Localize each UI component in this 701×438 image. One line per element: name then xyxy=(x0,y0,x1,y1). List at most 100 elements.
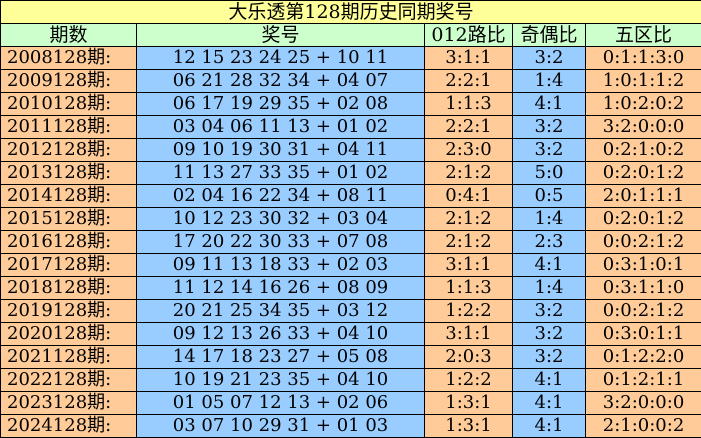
zone-ratio-cell: 0:3:0:1:1 xyxy=(584,322,701,346)
road-ratio-cell: 1:3:1 xyxy=(424,414,513,438)
zone-ratio-cell: 0:2:1:0:2 xyxy=(584,138,701,162)
road-ratio-cell: 2:0:3 xyxy=(424,345,513,369)
table-row: 2013128期: 11 13 27 33 35 + 01 02 2:1:2 5:0 0… xyxy=(0,161,701,185)
zone-ratio-cell: 0:0:2:1:2 xyxy=(584,230,701,254)
header-012-ratio: 012路比 xyxy=(424,23,513,47)
zone-ratio-cell: 0:2:0:1:2 xyxy=(584,207,701,231)
period-cell: 2024128期: xyxy=(0,414,137,438)
odd-even-cell: 4:1 xyxy=(512,414,586,438)
period-cell: 2021128期: xyxy=(0,345,137,369)
numbers-cell: 06 21 28 32 34 + 04 07 xyxy=(136,69,425,93)
table-row: 2018128期: 11 12 14 16 26 + 08 09 1:1:3 1:4 0… xyxy=(0,276,701,300)
table-row: 2010128期: 06 17 19 29 35 + 02 08 1:1:3 4:1 1… xyxy=(0,92,701,116)
period-cell: 2022128期: xyxy=(0,368,137,392)
period-cell: 2019128期: xyxy=(0,299,137,323)
road-ratio-cell: 2:1:2 xyxy=(424,230,513,254)
table-row: 2023128期: 01 05 07 12 13 + 02 06 1:3:1 4:1 3… xyxy=(0,391,701,415)
table-row: 2011128期: 03 04 06 11 13 + 01 02 2:2:1 3:2 3… xyxy=(0,115,701,139)
period-cell: 2023128期: xyxy=(0,391,137,415)
period-cell: 2009128期: xyxy=(0,69,137,93)
table-row: 2008128期: 12 15 23 24 25 + 10 11 3:1:1 3:2 0… xyxy=(0,46,701,70)
numbers-cell: 03 04 06 11 13 + 01 02 xyxy=(136,115,425,139)
table-row: 2015128期: 10 12 23 30 32 + 03 04 2:1:2 1:4 0… xyxy=(0,207,701,231)
numbers-cell: 02 04 16 22 34 + 08 11 xyxy=(136,184,425,208)
table-row: 2021128期: 14 17 18 23 27 + 05 08 2:0:3 3:2 0… xyxy=(0,345,701,369)
odd-even-cell: 3:2 xyxy=(512,299,586,323)
table-row: 2014128期: 02 04 16 22 34 + 08 11 0:4:1 0:5 2… xyxy=(0,184,701,208)
period-cell: 2015128期: xyxy=(0,207,137,231)
odd-even-cell: 3:2 xyxy=(512,345,586,369)
zone-ratio-cell: 0:3:1:1:0 xyxy=(584,276,701,300)
table-row: 2019128期: 20 21 25 34 35 + 03 12 1:2:2 3:2 0… xyxy=(0,299,701,323)
road-ratio-cell: 1:2:2 xyxy=(424,368,513,392)
road-ratio-cell: 3:1:1 xyxy=(424,46,513,70)
table-row: 2020128期: 09 12 13 26 33 + 04 10 3:1:1 3:2 0… xyxy=(0,322,701,346)
odd-even-cell: 4:1 xyxy=(512,368,586,392)
table-title: 大乐透第128期历史同期奖号 xyxy=(0,0,701,24)
road-ratio-cell: 2:1:2 xyxy=(424,161,513,185)
road-ratio-cell: 1:2:2 xyxy=(424,299,513,323)
numbers-cell: 10 19 21 23 35 + 04 10 xyxy=(136,368,425,392)
road-ratio-cell: 1:1:3 xyxy=(424,276,513,300)
numbers-cell: 03 07 10 29 31 + 01 03 xyxy=(136,414,425,438)
zone-ratio-cell: 1:0:1:1:2 xyxy=(584,69,701,93)
zone-ratio-cell: 1:0:2:0:2 xyxy=(584,92,701,116)
odd-even-cell: 4:1 xyxy=(512,92,586,116)
zone-ratio-cell: 0:1:2:1:1 xyxy=(584,368,701,392)
header-period: 期数 xyxy=(0,23,137,47)
header-row: 期数 奖号 012路比 奇偶比 五区比 xyxy=(0,23,701,47)
odd-even-cell: 4:1 xyxy=(512,391,586,415)
numbers-cell: 17 20 22 30 33 + 07 08 xyxy=(136,230,425,254)
period-cell: 2012128期: xyxy=(0,138,137,162)
table-row: 2009128期: 06 21 28 32 34 + 04 07 2:2:1 1:4 1… xyxy=(0,69,701,93)
zone-ratio-cell: 0:0:2:1:2 xyxy=(584,299,701,323)
numbers-cell: 20 21 25 34 35 + 03 12 xyxy=(136,299,425,323)
period-cell: 2013128期: xyxy=(0,161,137,185)
road-ratio-cell: 2:2:1 xyxy=(424,115,513,139)
odd-even-cell: 5:0 xyxy=(512,161,586,185)
period-cell: 2017128期: xyxy=(0,253,137,277)
table-row: 2024128期: 03 07 10 29 31 + 01 03 1:3:1 4:1 2… xyxy=(0,414,701,438)
road-ratio-cell: 2:3:0 xyxy=(424,138,513,162)
odd-even-cell: 1:4 xyxy=(512,207,586,231)
road-ratio-cell: 3:1:1 xyxy=(424,253,513,277)
zone-ratio-cell: 0:1:1:3:0 xyxy=(584,46,701,70)
odd-even-cell: 1:4 xyxy=(512,276,586,300)
zone-ratio-cell: 3:2:0:0:0 xyxy=(584,391,701,415)
header-odd-even-ratio: 奇偶比 xyxy=(512,23,586,47)
table-row: 2012128期: 09 10 19 30 31 + 04 11 2:3:0 3:2 0… xyxy=(0,138,701,162)
odd-even-cell: 3:2 xyxy=(512,322,586,346)
road-ratio-cell: 0:4:1 xyxy=(424,184,513,208)
period-cell: 2018128期: xyxy=(0,276,137,300)
numbers-cell: 14 17 18 23 27 + 05 08 xyxy=(136,345,425,369)
odd-even-cell: 3:2 xyxy=(512,115,586,139)
road-ratio-cell: 1:3:1 xyxy=(424,391,513,415)
header-numbers: 奖号 xyxy=(136,23,425,47)
zone-ratio-cell: 0:2:0:1:2 xyxy=(584,161,701,185)
road-ratio-cell: 1:1:3 xyxy=(424,92,513,116)
period-cell: 2008128期: xyxy=(0,46,137,70)
odd-even-cell: 3:2 xyxy=(512,46,586,70)
road-ratio-cell: 2:2:1 xyxy=(424,69,513,93)
numbers-cell: 01 05 07 12 13 + 02 06 xyxy=(136,391,425,415)
period-cell: 2020128期: xyxy=(0,322,137,346)
period-cell: 2014128期: xyxy=(0,184,137,208)
odd-even-cell: 4:1 xyxy=(512,253,586,277)
table-row: 2017128期: 09 11 13 18 33 + 02 03 3:1:1 4:1 0… xyxy=(0,253,701,277)
numbers-cell: 09 11 13 18 33 + 02 03 xyxy=(136,253,425,277)
odd-even-cell: 0:5 xyxy=(512,184,586,208)
zone-ratio-cell: 0:1:2:2:0 xyxy=(584,345,701,369)
zone-ratio-cell: 2:0:1:1:1 xyxy=(584,184,701,208)
numbers-cell: 11 13 27 33 35 + 01 02 xyxy=(136,161,425,185)
period-cell: 2011128期: xyxy=(0,115,137,139)
numbers-cell: 09 12 13 26 33 + 04 10 xyxy=(136,322,425,346)
numbers-cell: 10 12 23 30 32 + 03 04 xyxy=(136,207,425,231)
period-cell: 2016128期: xyxy=(0,230,137,254)
odd-even-cell: 2:3 xyxy=(512,230,586,254)
zone-ratio-cell: 3:2:0:0:0 xyxy=(584,115,701,139)
road-ratio-cell: 3:1:1 xyxy=(424,322,513,346)
numbers-cell: 12 15 23 24 25 + 10 11 xyxy=(136,46,425,70)
table-row: 2016128期: 17 20 22 30 33 + 07 08 2:1:2 2:3 0… xyxy=(0,230,701,254)
road-ratio-cell: 2:1:2 xyxy=(424,207,513,231)
